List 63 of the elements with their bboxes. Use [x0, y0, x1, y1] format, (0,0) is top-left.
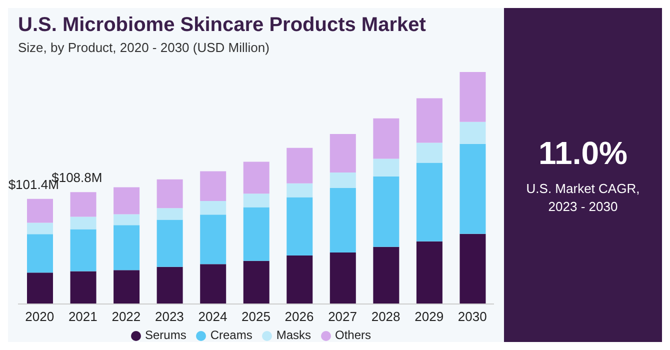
bar: [156, 266, 183, 304]
chart-title: U.S. Microbiome Skincare Products Market: [18, 14, 426, 37]
bar: [114, 214, 140, 226]
bar: [286, 256, 313, 304]
bar: [330, 252, 356, 304]
bar: [373, 246, 400, 304]
bar: [286, 197, 313, 256]
legend-label: Creams: [210, 328, 252, 342]
bar: [286, 148, 313, 184]
bar: [243, 207, 270, 261]
bar: [114, 270, 140, 304]
bar: [243, 194, 270, 208]
bar: [114, 225, 140, 270]
bar: [114, 187, 140, 214]
bar: [70, 216, 96, 230]
x-tick-label: 2028: [371, 309, 400, 324]
bar: [373, 176, 400, 247]
x-tick-label: 2022: [112, 309, 141, 324]
bar: [416, 98, 442, 143]
legend-label: Others: [335, 328, 372, 342]
bar: [416, 162, 442, 242]
x-tick-label: 2026: [284, 309, 314, 324]
x-tick-label: 2023: [154, 309, 184, 324]
legend-label: Serums: [144, 328, 186, 342]
bar: [460, 122, 486, 144]
bar: [156, 208, 183, 220]
bar: [156, 220, 183, 267]
bar: [70, 192, 96, 217]
chart-subtitle: Size, by Product, 2020 - 2030 (USD Million): [18, 40, 270, 55]
bar: [27, 198, 53, 223]
bar: [243, 260, 270, 304]
bar: [460, 72, 486, 122]
text: U.S. Market CAGR, 2023 - 2030: [525, 180, 641, 216]
x-tick-label: 2025: [242, 309, 270, 324]
bar: [27, 272, 53, 304]
bar: [156, 179, 183, 208]
x-tick-label: 2024: [198, 309, 228, 324]
x-tick-label: 2020: [25, 309, 54, 324]
bar: [330, 134, 356, 172]
bar: [200, 264, 226, 304]
bar: [330, 188, 356, 252]
bar: [200, 171, 226, 201]
bar: [27, 222, 53, 234]
x-tick-label: 2021: [68, 309, 98, 324]
x-tick-label: 2029: [414, 309, 444, 324]
legend-label: Masks: [276, 328, 311, 342]
bar: [70, 229, 96, 272]
bar: [70, 271, 96, 304]
text: 11.0%: [538, 134, 628, 172]
bar: [27, 234, 53, 273]
bar: [373, 118, 400, 159]
bar: [243, 162, 270, 194]
bar: [330, 172, 356, 188]
bar: [460, 234, 486, 304]
bar: [416, 241, 442, 304]
bar: [286, 183, 313, 198]
x-tick-label: 2027: [328, 309, 358, 324]
bar: [200, 200, 226, 215]
bar: [416, 142, 442, 163]
bar: [460, 144, 486, 234]
bar: [373, 158, 400, 176]
x-tick-label: 2030: [458, 309, 487, 324]
bar: [200, 214, 226, 264]
